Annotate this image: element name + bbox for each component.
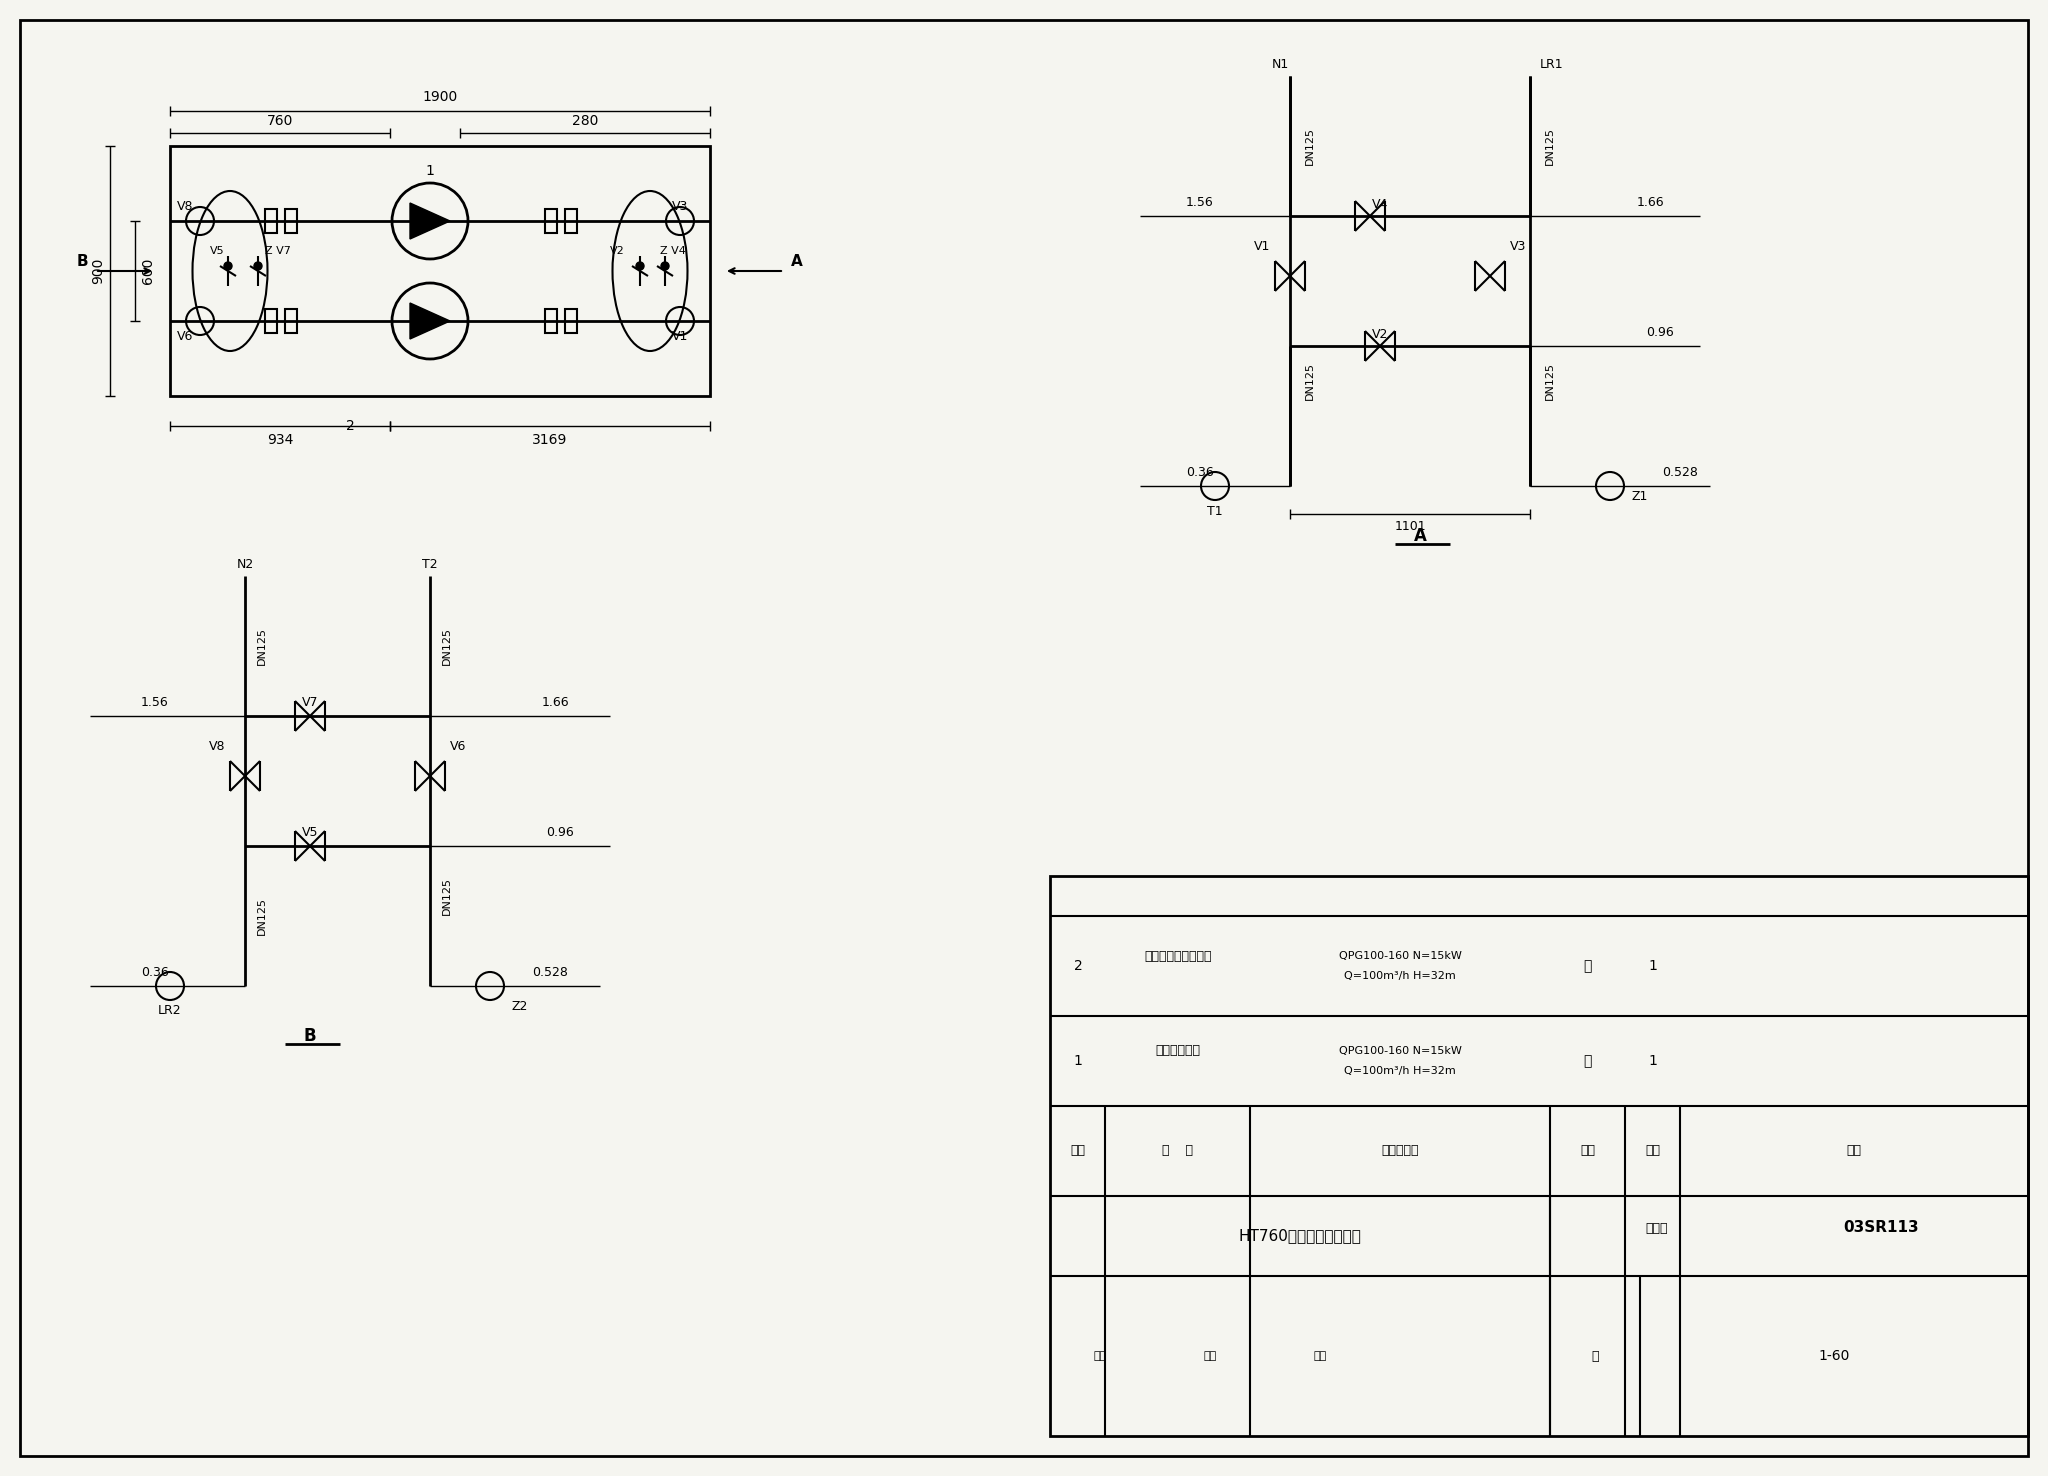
Text: DN125: DN125 — [1544, 127, 1554, 165]
Circle shape — [662, 263, 670, 270]
Text: V1: V1 — [672, 329, 688, 342]
Text: 1.56: 1.56 — [1186, 195, 1214, 208]
Text: A: A — [791, 254, 803, 269]
Bar — [170, 146, 711, 396]
Text: 设计: 设计 — [1313, 1351, 1327, 1361]
Text: QPG100-160 N=15kW: QPG100-160 N=15kW — [1339, 1046, 1462, 1055]
Text: DN125: DN125 — [442, 877, 453, 915]
Text: 数量: 数量 — [1645, 1144, 1661, 1157]
Text: DN125: DN125 — [442, 627, 453, 666]
Text: A: A — [1413, 527, 1427, 545]
Text: V5: V5 — [211, 246, 225, 255]
Text: V5: V5 — [301, 825, 317, 838]
Text: 600: 600 — [141, 258, 156, 285]
Text: V8: V8 — [176, 199, 193, 213]
Bar — [1051, 875, 2028, 1436]
Text: V2: V2 — [1372, 328, 1389, 341]
Text: 900: 900 — [90, 258, 104, 285]
Text: 0.36: 0.36 — [141, 965, 168, 979]
Text: N2: N2 — [236, 558, 254, 571]
Text: 名    称: 名 称 — [1163, 1144, 1194, 1157]
Text: DN125: DN125 — [1544, 362, 1554, 400]
Text: Z V4: Z V4 — [659, 246, 686, 255]
Text: 934: 934 — [266, 432, 293, 447]
Text: T2: T2 — [422, 558, 438, 571]
Text: LR1: LR1 — [1540, 58, 1563, 71]
Bar — [285, 210, 297, 233]
Text: V4: V4 — [1372, 198, 1389, 211]
Text: 3169: 3169 — [532, 432, 567, 447]
Circle shape — [223, 263, 231, 270]
Text: 1: 1 — [1649, 1054, 1657, 1069]
Text: HT760（一台）泵组模块: HT760（一台）泵组模块 — [1239, 1228, 1362, 1243]
Text: Q=100m³/h H=32m: Q=100m³/h H=32m — [1343, 1066, 1456, 1076]
Text: 台: 台 — [1583, 959, 1591, 973]
Text: 1.66: 1.66 — [1636, 195, 1663, 208]
Text: DN125: DN125 — [256, 897, 266, 934]
Text: 序号: 序号 — [1071, 1144, 1085, 1157]
Text: 0.528: 0.528 — [532, 965, 567, 979]
Text: V7: V7 — [301, 695, 317, 708]
Text: 1900: 1900 — [422, 90, 457, 103]
Text: V8: V8 — [209, 739, 225, 753]
Text: 页: 页 — [1591, 1349, 1599, 1362]
Text: Z2: Z2 — [512, 999, 528, 1013]
Bar — [565, 210, 578, 233]
Text: 能量提升系统循环泵: 能量提升系统循环泵 — [1145, 949, 1212, 962]
Text: 1.66: 1.66 — [541, 695, 569, 708]
Text: V1: V1 — [1253, 239, 1270, 252]
Text: 0.96: 0.96 — [547, 825, 573, 838]
Text: 校对: 校对 — [1204, 1351, 1217, 1361]
Bar — [565, 308, 578, 334]
Polygon shape — [410, 303, 451, 339]
Text: Z1: Z1 — [1632, 490, 1649, 502]
Text: 单位: 单位 — [1579, 1144, 1595, 1157]
Text: 0.528: 0.528 — [1663, 465, 1698, 478]
Text: V6: V6 — [451, 739, 467, 753]
Text: V3: V3 — [672, 199, 688, 213]
Polygon shape — [410, 204, 451, 239]
Text: V2: V2 — [610, 246, 625, 255]
Text: 图集号: 图集号 — [1647, 1222, 1669, 1234]
Text: DN125: DN125 — [1305, 362, 1315, 400]
Text: 0.36: 0.36 — [1186, 465, 1214, 478]
Text: Z V7: Z V7 — [264, 246, 291, 255]
Text: 1: 1 — [426, 164, 434, 179]
Text: 03SR113: 03SR113 — [1843, 1221, 1919, 1235]
Text: V3: V3 — [1509, 239, 1526, 252]
Text: DN125: DN125 — [256, 627, 266, 666]
Text: 1: 1 — [1649, 959, 1657, 973]
Circle shape — [254, 263, 262, 270]
Circle shape — [637, 263, 643, 270]
Text: B: B — [76, 254, 88, 269]
Bar — [285, 308, 297, 334]
Text: 760: 760 — [266, 114, 293, 128]
Text: 2: 2 — [346, 419, 354, 432]
Text: QPG100-160 N=15kW: QPG100-160 N=15kW — [1339, 951, 1462, 961]
Text: Q=100m³/h H=32m: Q=100m³/h H=32m — [1343, 971, 1456, 982]
Text: 1.56: 1.56 — [141, 695, 168, 708]
Text: 备注: 备注 — [1847, 1144, 1862, 1157]
Text: 1: 1 — [1073, 1054, 1083, 1069]
Text: 台: 台 — [1583, 1054, 1591, 1069]
Text: 2: 2 — [1073, 959, 1083, 973]
Text: 末端循环水泵: 末端循环水泵 — [1155, 1045, 1200, 1057]
Text: 0.96: 0.96 — [1647, 326, 1673, 338]
Bar — [545, 210, 557, 233]
Text: 280: 280 — [571, 114, 598, 128]
Text: DN125: DN125 — [1305, 127, 1315, 165]
Text: 1-60: 1-60 — [1819, 1349, 1849, 1362]
Bar — [264, 210, 276, 233]
Text: LR2: LR2 — [158, 1005, 182, 1017]
Text: 审核: 审核 — [1094, 1351, 1106, 1361]
Bar — [264, 308, 276, 334]
Text: N1: N1 — [1272, 58, 1288, 71]
Bar — [545, 308, 557, 334]
Text: V6: V6 — [176, 329, 193, 342]
Text: T1: T1 — [1206, 505, 1223, 518]
Text: 1101: 1101 — [1395, 520, 1425, 533]
Text: B: B — [303, 1027, 315, 1045]
Text: 型号及规格: 型号及规格 — [1380, 1144, 1419, 1157]
